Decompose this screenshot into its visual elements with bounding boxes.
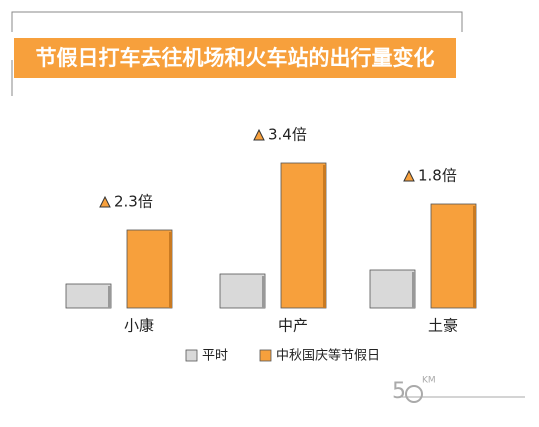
bar-shadow bbox=[473, 206, 476, 308]
bar bbox=[65, 283, 112, 309]
bar bbox=[430, 203, 477, 309]
bar bbox=[219, 273, 266, 309]
x-tick-label: 中产 bbox=[278, 317, 308, 335]
bar bbox=[280, 162, 327, 309]
annotation: 2.3倍 bbox=[114, 193, 153, 211]
annotation: 3.4倍 bbox=[268, 126, 307, 144]
watermark-unit: KM bbox=[422, 376, 436, 386]
bar bbox=[369, 269, 416, 309]
annotation-marker bbox=[403, 169, 415, 182]
annotation: 1.8倍 bbox=[418, 167, 457, 185]
bar-shadow bbox=[169, 232, 172, 308]
frame-corner bbox=[11, 11, 463, 32]
bar-shadow bbox=[412, 272, 415, 308]
title-banner bbox=[14, 38, 456, 78]
legend-label: 平时 bbox=[202, 349, 228, 364]
annotation-marker bbox=[253, 128, 265, 141]
watermark-circle bbox=[405, 385, 423, 403]
legend-swatch bbox=[185, 349, 198, 362]
annotation-marker bbox=[99, 195, 111, 208]
watermark-digit: 5 bbox=[392, 379, 406, 404]
x-tick-label: 土豪 bbox=[428, 317, 458, 335]
chart-title: 节假日打车去往机场和火车站的出行量变化 bbox=[36, 46, 435, 70]
legend-label: 中秋国庆等节假日 bbox=[276, 348, 380, 364]
x-tick-label: 小康 bbox=[124, 317, 154, 335]
bar-shadow bbox=[323, 165, 326, 308]
legend-swatch bbox=[259, 349, 272, 362]
bar-shadow bbox=[262, 276, 265, 308]
bar bbox=[126, 229, 173, 309]
bar-shadow bbox=[108, 286, 111, 308]
